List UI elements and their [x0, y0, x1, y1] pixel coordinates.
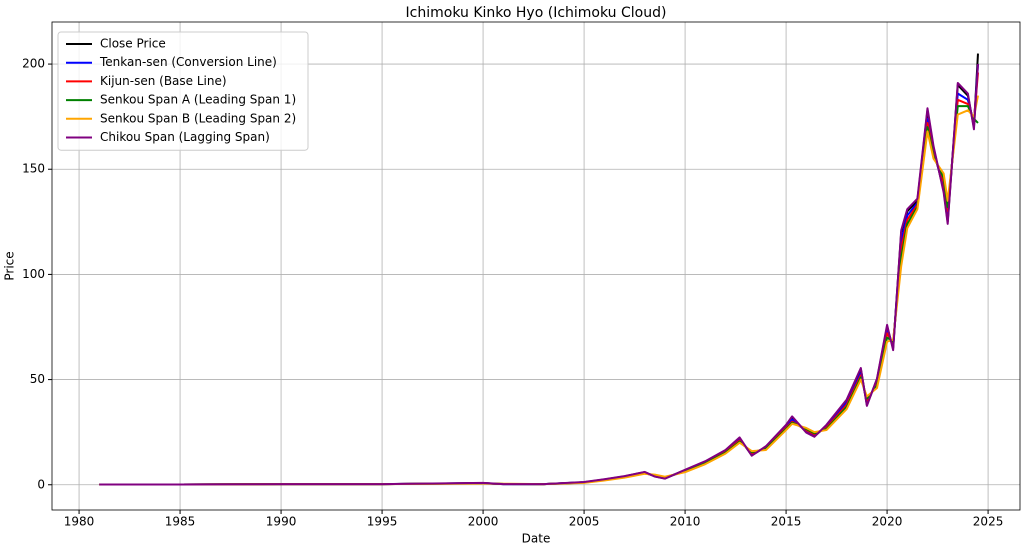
- x-axis-label: Date: [522, 532, 551, 546]
- x-tick-label: 1995: [367, 515, 398, 529]
- x-tick-label: 2020: [872, 515, 903, 529]
- x-tick-label: 2015: [771, 515, 802, 529]
- plot-frame: [51, 21, 1021, 511]
- x-tick-label: 2000: [468, 515, 499, 529]
- y-tick-label: 50: [30, 372, 45, 386]
- legend-box: [57, 31, 309, 151]
- chart-title: Ichimoku Kinko Hyo (Ichimoku Cloud): [406, 5, 667, 21]
- legend-label: Tenkan-sen (Conversion Line): [99, 55, 277, 69]
- legend-label: Kijun-sen (Base Line): [100, 74, 227, 88]
- series-line: [99, 105, 979, 486]
- x-tick-label: 2005: [569, 515, 600, 529]
- legend-label: Senkou Span A (Leading Span 1): [100, 93, 296, 107]
- x-tick-label: 1990: [266, 515, 297, 529]
- y-tick-label: 0: [37, 477, 45, 491]
- y-axis-label: Price: [3, 251, 17, 280]
- y-tick-label: 200: [22, 57, 45, 71]
- x-tick-label: 1980: [64, 515, 95, 529]
- series-line: [99, 95, 979, 486]
- x-tick-label: 2010: [670, 515, 701, 529]
- y-tick-label: 150: [22, 162, 45, 176]
- x-tick-label: 1985: [165, 515, 196, 529]
- legend-label: Close Price: [100, 37, 166, 51]
- x-tick-label: 2025: [973, 515, 1004, 529]
- series-line: [99, 64, 979, 486]
- legend-label: Senkou Span B (Leading Span 2): [100, 111, 296, 125]
- legend-label: Chikou Span (Lagging Span): [100, 130, 270, 144]
- y-tick-label: 100: [22, 267, 45, 281]
